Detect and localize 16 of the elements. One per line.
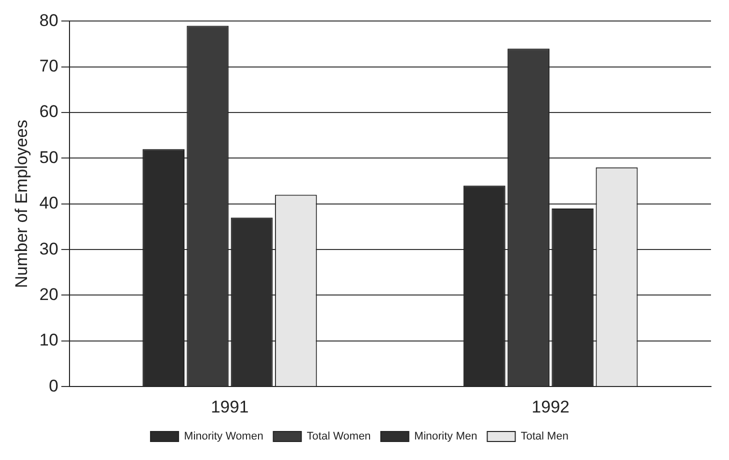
y-tick-label: 40 [39, 194, 58, 213]
legend-label: Minority Men [414, 430, 478, 443]
y-tick-label: 50 [39, 148, 58, 167]
legend-label: Total Women [306, 430, 371, 443]
y-tick-label: 30 [39, 239, 58, 258]
legend-label: Minority Women [184, 430, 264, 443]
y-tick-label: 20 [39, 284, 58, 304]
y-tick-label: 80 [39, 10, 58, 30]
legend-label: Total Men [520, 430, 568, 443]
y-tick-label: 70 [39, 56, 58, 76]
y-tick-label: 10 [39, 330, 58, 350]
y-tick-label: 60 [39, 102, 58, 122]
y-axis-title: Number of Employees [12, 120, 31, 288]
y-tick-label: 0 [48, 376, 58, 396]
x-tick-label: 1991 [210, 397, 249, 416]
x-tick-label: 1992 [532, 397, 570, 416]
